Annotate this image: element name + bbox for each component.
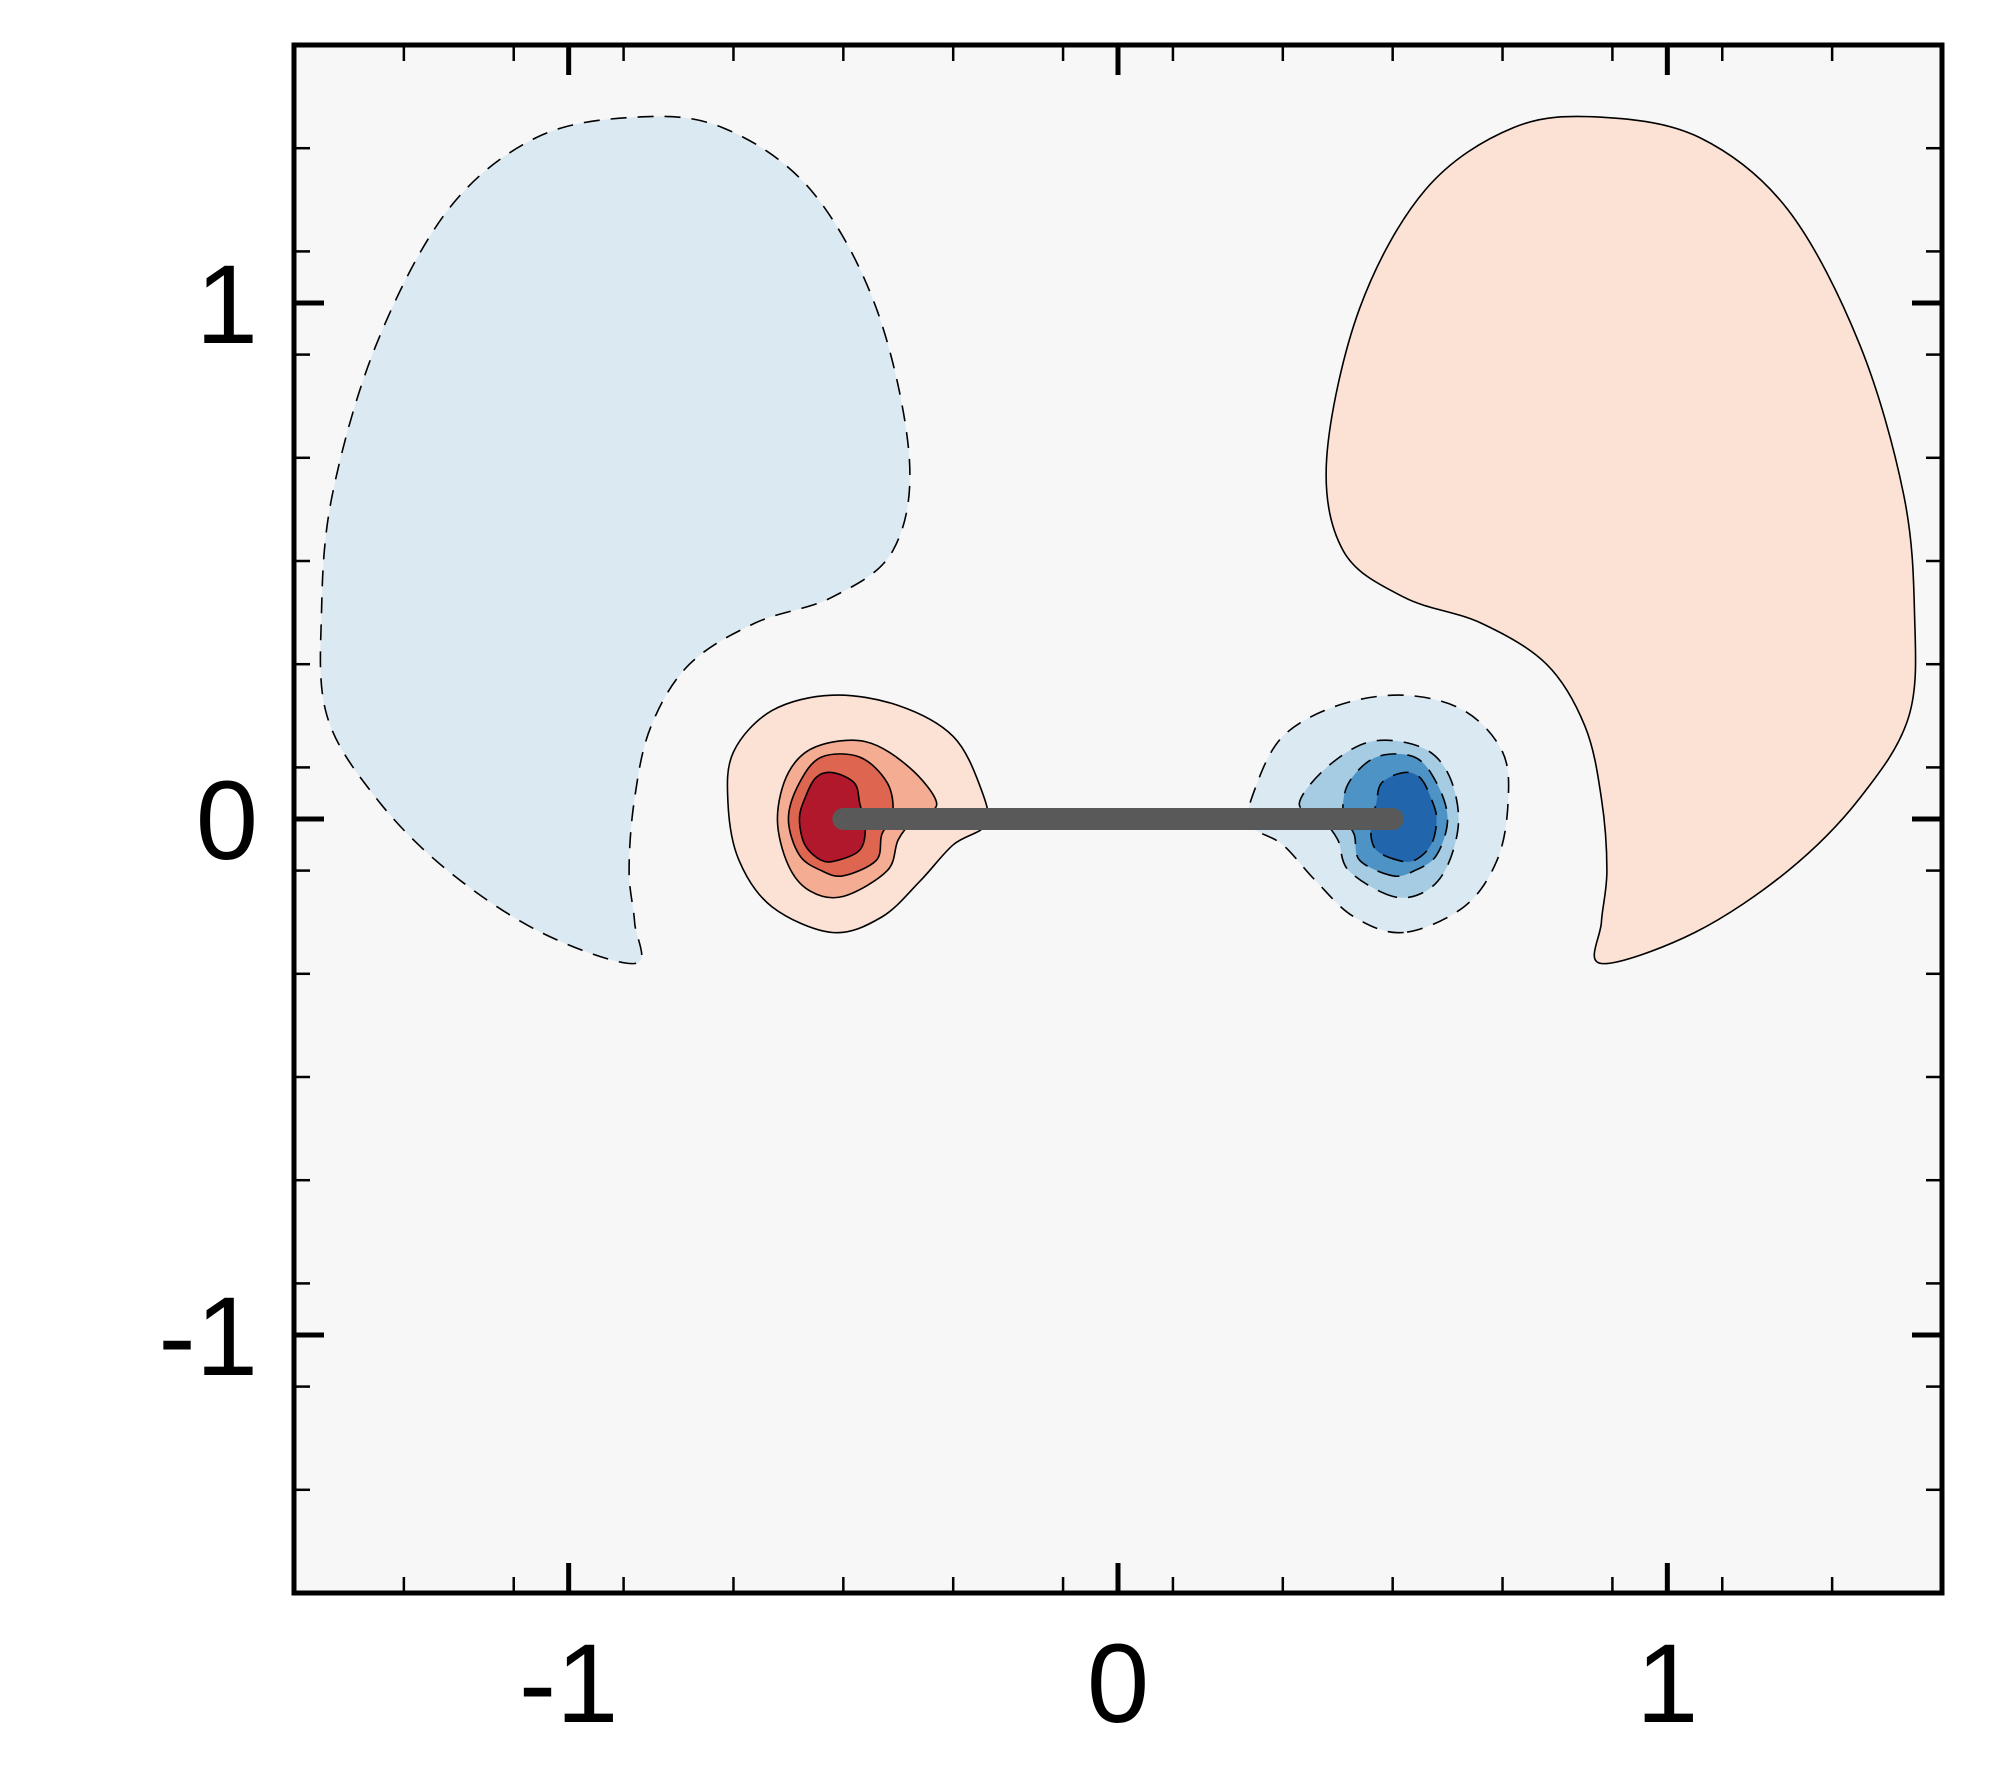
right-tip-vortex-level-2-line [1298, 739, 1460, 899]
upper-right-positive-lobe-fill [1326, 116, 1916, 964]
x-tick-label: 1 [1636, 1621, 1698, 1746]
plot-frame [291, 42, 1945, 1596]
minor-ticks [294, 45, 1942, 1593]
left-tip-vortex-level-2-line [776, 739, 938, 899]
x-tick-label: 0 [1087, 1621, 1149, 1746]
y-tick-label: -1 [158, 1274, 258, 1399]
left-tip-vortex-level-3-line [787, 753, 894, 878]
right-tip-vortex-level-1-line [1247, 694, 1510, 934]
y-tick-label: 1 [196, 242, 258, 367]
x-tick-labels: -1 0 1 [519, 1621, 1699, 1746]
y-tick-label: 0 [196, 758, 258, 883]
left-tip-vortex-core-fill [799, 772, 866, 862]
y-tick-labels: 1 0 -1 [158, 242, 258, 1399]
right-tip-vortex-level-3-line [1342, 753, 1449, 878]
upper-left-negative-lobe-fill [320, 116, 910, 964]
upper-left-negative-lobe-line [319, 115, 911, 965]
major-ticks [294, 45, 1942, 1593]
x-tick-label: -1 [519, 1621, 619, 1746]
right-tip-vortex-core-fill [1370, 772, 1437, 862]
upper-right-positive-lobe-line [1325, 115, 1917, 965]
left-tip-vortex-level-1-line [726, 694, 989, 934]
left-tip-vortex-core-line [798, 771, 867, 863]
